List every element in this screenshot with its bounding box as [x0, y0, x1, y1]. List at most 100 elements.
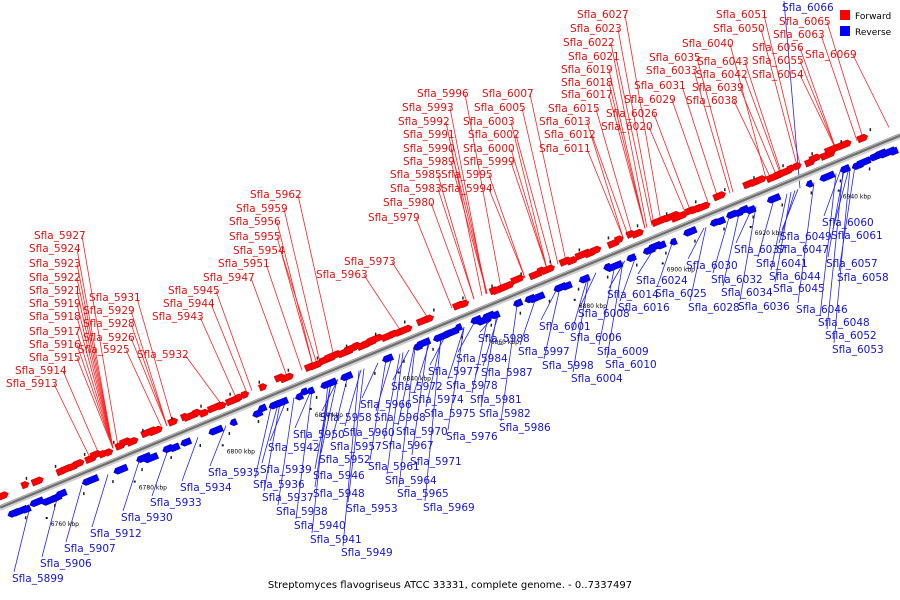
gene-label: Sfla_6050	[713, 23, 765, 35]
gene-label: Sfla_5994	[441, 183, 493, 195]
gene-label: Sfla_6048	[818, 317, 870, 329]
reverse-gene	[888, 146, 899, 156]
gene-label: Sfla_5971	[410, 456, 462, 468]
feature-mark	[724, 188, 726, 192]
ruler-tick	[133, 480, 136, 483]
gene-label: Sfla_5987	[481, 367, 533, 379]
gene-label: Sfla_6063	[773, 29, 825, 41]
gene-label: Sfla_6029	[624, 94, 676, 106]
gene-label: Sfla_5916	[29, 339, 81, 351]
gene-label: Sfla_5975	[424, 408, 476, 420]
gene-label: Sfla_5947	[203, 272, 255, 284]
feature-mark	[142, 428, 144, 432]
reverse-gene	[560, 280, 573, 291]
gene-label: Sfla_5991	[403, 129, 455, 141]
gene-label: Sfla_6057	[826, 258, 878, 270]
gene-label: Sfla_5912	[90, 528, 142, 540]
ruler-tick	[837, 189, 840, 192]
gene-label: Sfla_5959	[236, 203, 288, 215]
leader-line	[510, 161, 548, 270]
leader-line	[136, 297, 174, 424]
leader-line	[693, 70, 731, 194]
gene-label: Sfla_6060	[822, 217, 874, 229]
leader-line	[344, 369, 362, 427]
gene-track	[0, 128, 899, 520]
gene-label: Sfla_5963	[316, 269, 368, 281]
leader-line	[130, 310, 168, 427]
forward-gene	[104, 448, 114, 457]
gene-label: Sfla_5955	[229, 231, 281, 243]
feature-mark	[113, 440, 115, 444]
gene-label: Sfla_5993	[402, 102, 454, 114]
gene-label: Sfla_6011	[539, 143, 591, 155]
leader-line	[733, 100, 771, 177]
forward-gene	[216, 401, 227, 411]
leader-line	[76, 331, 114, 449]
gene-label: Sfla_5998	[542, 360, 594, 372]
gene-label: Sfla_5950	[293, 429, 345, 441]
reverse-gene	[340, 371, 354, 382]
feature-mark	[258, 380, 260, 384]
gene-label: Sfla_5990	[403, 143, 455, 155]
leader-line	[53, 383, 91, 458]
gene-label: Sfla_6009	[597, 346, 649, 358]
reverse-gene	[180, 437, 193, 447]
gene-label: Sfla_6040	[682, 38, 734, 50]
leader-line	[413, 341, 431, 394]
reverse-gene	[306, 386, 316, 395]
leader-line	[280, 250, 318, 365]
ruler-label: 6940 kbp	[843, 194, 871, 201]
feature-mark	[112, 480, 114, 484]
leader-line	[826, 21, 864, 139]
leader-line	[65, 484, 83, 543]
feature-mark	[577, 287, 580, 291]
leader-line	[424, 336, 442, 502]
gene-label: Sfla_6065	[779, 16, 831, 28]
gene-label: Sfla_6000	[463, 143, 515, 155]
gene-label: Sfla_5930	[121, 512, 173, 524]
leader-line	[471, 317, 489, 394]
leader-line	[595, 108, 633, 234]
feature-mark	[462, 296, 464, 300]
backbone-line	[0, 133, 900, 509]
gene-label: Sfla_5985	[390, 169, 442, 181]
feature-mark	[54, 504, 56, 508]
leader-line	[311, 383, 329, 534]
forward-gene	[670, 210, 688, 223]
leader-line	[826, 170, 844, 330]
leader-line	[571, 275, 589, 332]
feature-mark	[695, 200, 697, 204]
reverse-gene	[819, 170, 836, 182]
leader-line	[572, 275, 590, 373]
label-leader-lines	[13, 0, 890, 573]
gene-label: Sfla_5966	[360, 399, 412, 411]
forward-gene	[630, 228, 644, 239]
gene-label: Sfla_5946	[313, 470, 365, 482]
gene-label: Sfla_5951	[218, 258, 270, 270]
feature-mark	[548, 299, 551, 303]
leader-line	[398, 347, 416, 488]
gene-label: Sfla_5917	[29, 326, 81, 338]
forward-gene	[613, 235, 624, 244]
reverse-gene	[766, 193, 782, 204]
leader-line	[76, 357, 114, 449]
leader-line	[450, 161, 488, 294]
ruler-label: 6820 kbp	[315, 412, 343, 419]
gene-label: Sfla_6021	[568, 51, 620, 63]
gene-label: Sfla_5948	[313, 488, 365, 500]
gene-label: Sfla_6055	[752, 55, 804, 67]
gene-label: Sfla_6003	[463, 116, 515, 128]
leader-line	[743, 74, 781, 173]
feature-mark	[171, 416, 173, 420]
gene-label: Sfla_5922	[29, 272, 81, 284]
leader-line	[76, 303, 114, 449]
gene-label: Sfla_5954	[233, 245, 285, 257]
forward-gene	[167, 417, 179, 427]
feature-mark	[345, 344, 348, 348]
gene-label: Sfla_6012	[544, 129, 596, 141]
forward-gene	[792, 162, 802, 171]
ruler-label: 6840 kbp	[403, 376, 431, 383]
gene-label: Sfla_6015	[548, 103, 600, 115]
gene-label: Sfla_5921	[29, 285, 81, 297]
leader-line	[671, 99, 709, 203]
